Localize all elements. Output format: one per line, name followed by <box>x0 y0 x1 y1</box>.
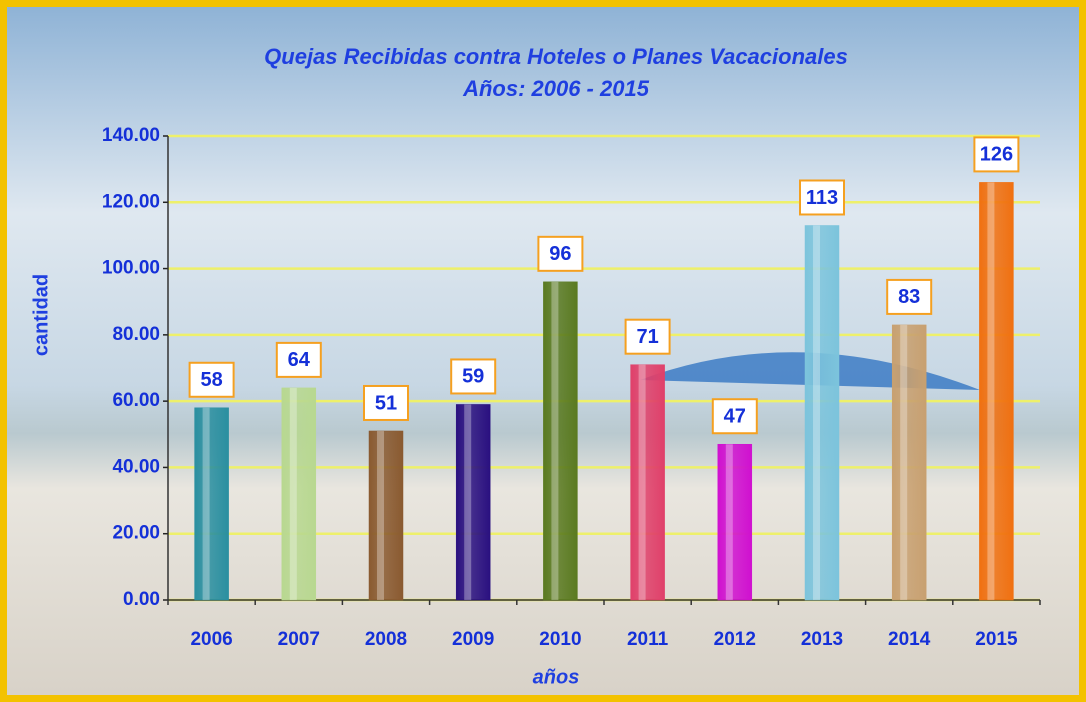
bar <box>282 388 316 600</box>
x-tick-label: 2011 <box>627 629 669 650</box>
y-axis-label: cantidad <box>30 274 52 356</box>
bar <box>543 282 577 600</box>
x-axis-label: años <box>533 666 580 688</box>
bar <box>456 404 490 600</box>
value-label: 126 <box>980 144 1013 166</box>
value-label: 58 <box>200 369 222 391</box>
chart-title: Quejas Recibidas contra Hoteles o Planes… <box>264 44 848 69</box>
bar-shine <box>551 282 558 600</box>
bar <box>805 225 839 600</box>
value-label: 83 <box>898 286 920 308</box>
chart-subtitle: Años: 2006 - 2015 <box>462 76 650 101</box>
x-tick-label: 2013 <box>801 629 843 650</box>
bar-shine <box>464 404 471 600</box>
bar-shine <box>290 388 297 600</box>
value-label: 59 <box>462 366 484 388</box>
bar-shine <box>203 408 210 600</box>
y-tick-label: 120.00 <box>102 191 160 212</box>
bar <box>892 325 926 600</box>
bar-shine <box>639 365 646 600</box>
bar <box>195 408 229 600</box>
x-tick-label: 2006 <box>190 629 232 650</box>
x-tick-label: 2010 <box>539 629 581 650</box>
y-tick-label: 140.00 <box>102 125 160 146</box>
value-label: 96 <box>549 243 571 265</box>
y-tick-label: 40.00 <box>112 456 160 477</box>
bar <box>369 431 403 600</box>
bar-shine <box>377 431 384 600</box>
value-label: 113 <box>806 187 838 209</box>
bar <box>979 182 1013 600</box>
value-label: 71 <box>636 326 658 348</box>
y-tick-label: 100.00 <box>102 258 160 279</box>
bar-shine <box>726 444 733 600</box>
chart: Quejas Recibidas contra Hoteles o Planes… <box>0 0 1086 702</box>
bar <box>718 444 752 600</box>
x-tick-label: 2015 <box>975 629 1018 650</box>
bar-shine <box>987 182 994 600</box>
bar-shine <box>813 225 820 600</box>
x-tick-label: 2012 <box>714 629 756 650</box>
x-tick-label: 2007 <box>278 629 320 650</box>
y-tick-label: 20.00 <box>112 523 160 544</box>
x-tick-label: 2014 <box>888 629 931 650</box>
y-tick-label: 0.00 <box>123 589 160 610</box>
value-label: 51 <box>375 392 397 414</box>
x-tick-label: 2008 <box>365 629 407 650</box>
y-tick-label: 60.00 <box>112 390 160 411</box>
y-tick-label: 80.00 <box>112 324 160 345</box>
value-label: 47 <box>724 406 746 428</box>
bar-shine <box>900 325 907 600</box>
x-tick-label: 2009 <box>452 629 494 650</box>
bar <box>631 365 665 600</box>
value-label: 64 <box>288 349 311 371</box>
